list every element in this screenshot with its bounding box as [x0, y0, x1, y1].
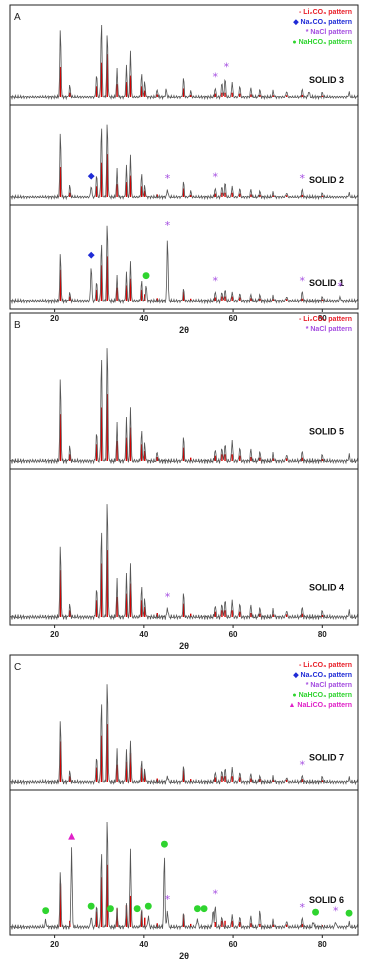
- series-solid-6: SOLID 6●▲● ● ● ●●*●●** ● * ●: [9, 822, 359, 931]
- x-tick-label: 20: [50, 314, 59, 323]
- phase-marker: ●: [87, 902, 95, 912]
- legend-entry: - Li₂CO₃ pattern: [299, 316, 352, 323]
- legend-entry: * NaCl pattern: [306, 682, 352, 689]
- phase-marker: *: [224, 61, 230, 74]
- phase-marker: ▲: [68, 832, 75, 842]
- series-solid-2: SOLID 2 ◆ * * *: [9, 124, 359, 201]
- phase-marker: *: [165, 893, 171, 906]
- legend-entry: ● NaHCO₃ pattern: [292, 39, 352, 46]
- phase-marker: *: [337, 280, 343, 293]
- x-tick-label: 60: [229, 314, 238, 323]
- x-tick-label: 60: [229, 630, 238, 639]
- series-solid-1: SOLID 1 ◆ ● * * * *: [9, 219, 359, 305]
- phase-marker: *: [165, 590, 171, 603]
- sample-label: SOLID 5: [309, 427, 344, 437]
- phase-marker: *: [299, 172, 305, 185]
- legend-entry: ▲ NaLiCO₃ pattern: [289, 702, 352, 709]
- panel-letter: A: [14, 12, 21, 23]
- diffraction-trace: [9, 25, 359, 101]
- phase-marker: ●: [312, 907, 320, 917]
- phase-marker: ●: [42, 906, 50, 916]
- phase-marker: ◆: [88, 171, 95, 181]
- diffraction-trace: [9, 504, 359, 621]
- legend-entry: ◆ Na₂CO₃ pattern: [292, 19, 352, 26]
- x-axis-label: 2θ: [179, 641, 189, 651]
- panel-letter: B: [14, 320, 21, 331]
- phase-marker: *: [333, 904, 339, 917]
- phase-marker: *: [165, 172, 171, 185]
- panel-frame: [9, 4, 359, 310]
- phase-marker: ●: [144, 902, 152, 912]
- legend-entry: ◆ Na₂CO₃ pattern: [292, 672, 352, 679]
- series-solid-4: SOLID 4 *: [9, 504, 359, 621]
- phase-marker: *: [212, 274, 218, 287]
- series-solid-3: SOLID 3 * *: [9, 25, 359, 101]
- series-solid-7: SOLID 7 *: [9, 684, 359, 786]
- phase-marker: *: [299, 274, 305, 287]
- legend-entry: ● NaHCO₃ pattern: [292, 692, 352, 699]
- legend-entry: * NaCl pattern: [306, 326, 352, 333]
- diffraction-trace: [9, 124, 359, 201]
- sample-label: SOLID 1: [309, 278, 344, 288]
- x-tick-label: 20: [50, 940, 59, 949]
- x-tick-label: 40: [139, 630, 148, 639]
- panel-b: B 20 40 60 80 2θ - Li₂CO₃ pattern * NaCl patter…: [9, 312, 359, 651]
- sample-label: SOLID 6: [309, 895, 344, 905]
- phase-marker: ●: [345, 908, 353, 918]
- sample-label: SOLID 2: [309, 175, 344, 185]
- legend-entry: * NaCl pattern: [306, 29, 352, 36]
- sample-label: SOLID 3: [309, 75, 344, 85]
- x-axis-label: 2θ: [179, 951, 189, 961]
- x-tick-label: 20: [50, 630, 59, 639]
- series-solid-5: SOLID 5: [9, 348, 359, 465]
- x-tick-label: 80: [318, 940, 327, 949]
- sample-label: SOLID 4: [309, 583, 344, 593]
- phase-marker: *: [299, 759, 305, 772]
- x-tick-label: 40: [139, 940, 148, 949]
- x-axis-label: 2θ: [179, 325, 189, 335]
- diffraction-trace: [9, 225, 359, 305]
- x-tick-label: 60: [229, 940, 238, 949]
- phase-marker: *: [165, 219, 171, 232]
- diffraction-trace: [9, 822, 359, 931]
- phase-marker: ●: [133, 904, 141, 914]
- x-tick-label: 40: [139, 314, 148, 323]
- panel-letter: C: [14, 662, 21, 673]
- phase-marker: ●: [160, 839, 168, 849]
- phase-marker: *: [212, 887, 218, 900]
- phase-marker: ●: [200, 904, 208, 914]
- phase-marker: *: [299, 901, 305, 914]
- x-tick-label: 80: [318, 630, 327, 639]
- legend-entry: - Li₂CO₃ pattern: [299, 662, 352, 669]
- panel-a: A 20 40 60 80 2θ - Li₂CO₃ pattern ◆ Na₂CO₃ patt…: [9, 4, 359, 335]
- panel-frame: [9, 654, 359, 936]
- sample-label: SOLID 7: [309, 752, 344, 762]
- panel-c: C 20 40 60 80 2θ - Li₂CO₃ pattern ◆ Na₂CO₃ patt…: [9, 654, 359, 961]
- phase-marker: ●: [193, 904, 201, 914]
- phase-marker: ●: [106, 904, 114, 914]
- legend-entry: - Li₂CO₃ pattern: [299, 9, 352, 16]
- phase-marker: *: [212, 171, 218, 184]
- diffraction-trace: [9, 348, 359, 465]
- phase-marker: ●: [142, 271, 150, 281]
- phase-marker: ◆: [88, 250, 95, 260]
- phase-marker: *: [212, 71, 218, 84]
- diffraction-trace: [9, 684, 359, 786]
- x-tick-label: 80: [318, 314, 327, 323]
